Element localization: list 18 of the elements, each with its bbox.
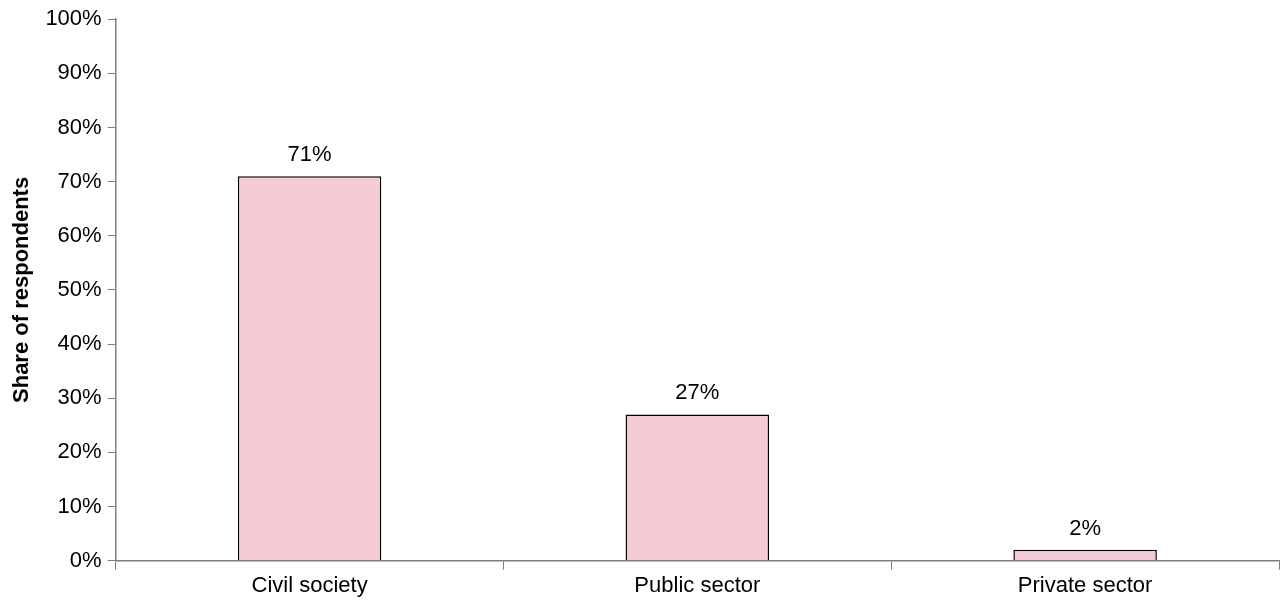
data-label: 2% [1069, 514, 1102, 540]
data-label: 71% [287, 141, 332, 167]
y-tick-label: 90% [57, 59, 102, 85]
y-tick-label: 60% [57, 221, 102, 247]
y-tick-label: 30% [57, 384, 102, 410]
x-tick-label: Civil society [251, 571, 368, 597]
y-tick-label: 50% [57, 275, 102, 301]
y-tick-label: 10% [57, 492, 102, 518]
data-label: 27% [675, 379, 720, 405]
x-tick-label: Private sector [1017, 571, 1153, 597]
y-tick-label: 100% [45, 5, 102, 31]
y-tick-label: 0% [69, 546, 102, 572]
y-tick-label: 80% [57, 113, 102, 139]
y-tick-label: 70% [57, 167, 102, 193]
x-tick-label: Public sector [634, 571, 761, 597]
y-tick-label: 20% [57, 438, 102, 464]
y-axis-title: Share of respondents [8, 176, 34, 403]
y-tick-label: 40% [57, 330, 102, 356]
